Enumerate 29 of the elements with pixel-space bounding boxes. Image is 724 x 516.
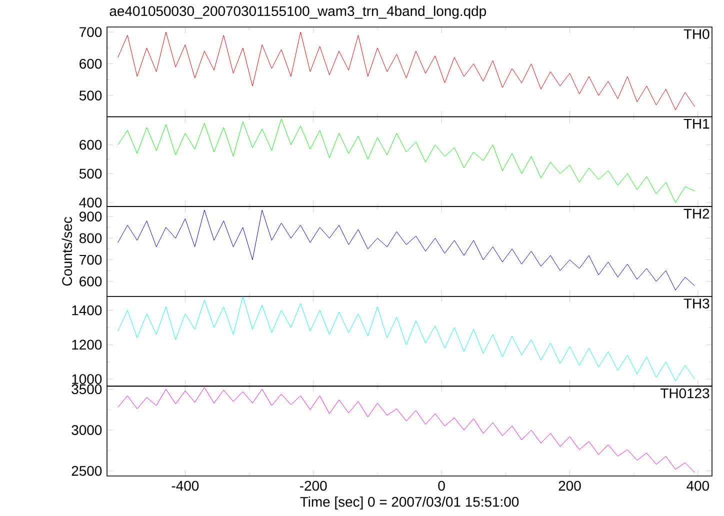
y-tick-label: 3500: [72, 384, 102, 394]
y-tick-label: 1000: [72, 374, 102, 384]
y-tick-label: 1200: [72, 340, 102, 350]
text: TH3: [684, 298, 710, 308]
x-tick-label: 200: [558, 480, 581, 491]
y-tick-label: 500: [79, 90, 102, 100]
x-tick-label: -200: [300, 480, 327, 491]
y-tick-label: 700: [80, 254, 102, 265]
y-tick-label: 600: [80, 276, 102, 286]
chart-title: ae401050030_20070301155100_wam3_trn_4band_long.qdp: [110, 6, 486, 19]
x-axis-title: Time [sec] 0 = 2007/03/01 15:51:00: [300, 496, 519, 510]
y-tick-label: 600: [80, 58, 102, 69]
y-tick-label: 600: [80, 140, 102, 150]
x-tick-label: -400: [172, 480, 199, 491]
text: TH0123: [660, 388, 710, 398]
y-axis-title: Counts/sec: [62, 216, 72, 286]
x-tick-label: 0: [438, 480, 445, 491]
text: TH2: [684, 208, 710, 219]
y-tick-label: 900: [80, 212, 102, 222]
y-tick-label: 500: [79, 168, 102, 179]
text: TH1: [684, 118, 710, 129]
x-tick-label: 400: [686, 480, 710, 491]
y-tick-label: 400: [79, 198, 102, 208]
y-tick-label: 800: [80, 233, 102, 244]
text: TH0: [684, 29, 710, 40]
y-tick-label: 3000: [72, 425, 102, 436]
y-tick-label: 1400: [72, 305, 102, 316]
y-tick-label: 2500: [72, 466, 102, 476]
y-tick-label: 700: [80, 27, 102, 38]
